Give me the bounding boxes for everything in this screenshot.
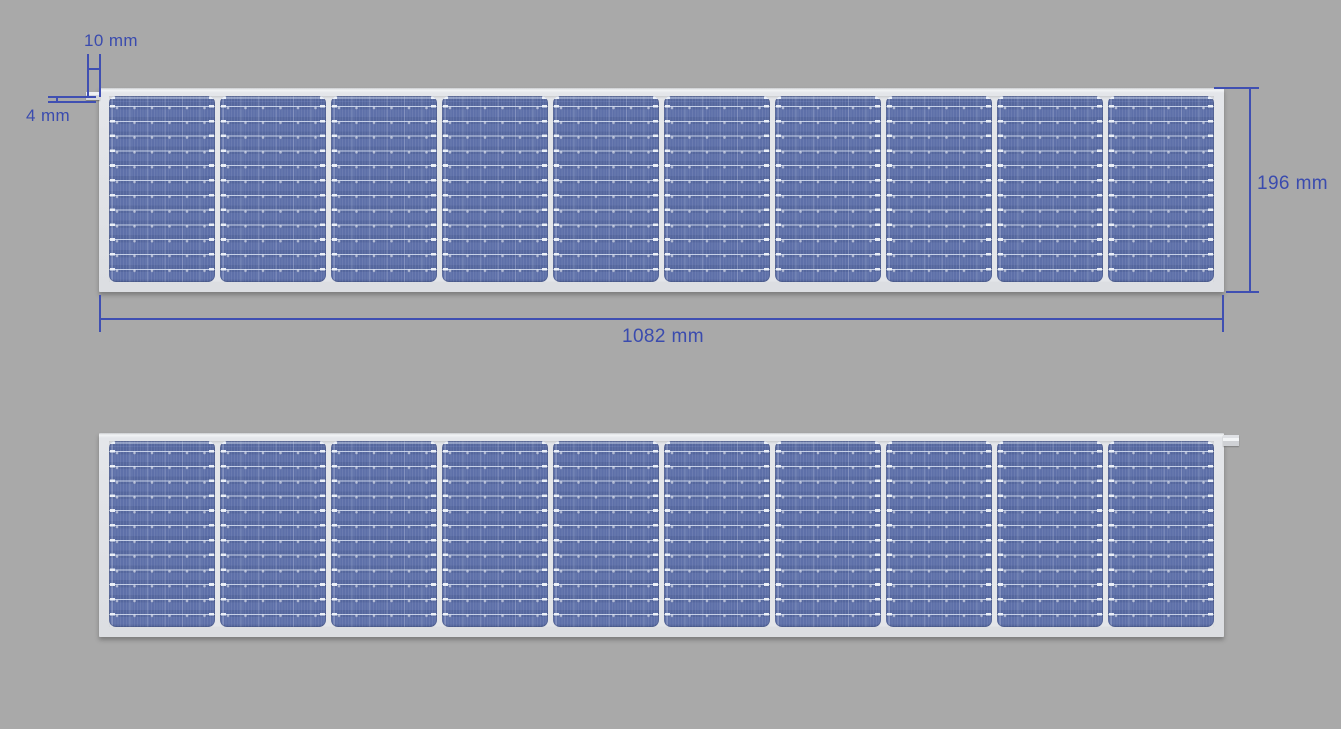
solar-module-top <box>86 88 1224 292</box>
solar-cell <box>442 441 548 627</box>
dimension-extension-line <box>99 295 101 332</box>
solar-cell <box>331 96 437 282</box>
solar-cell <box>1108 441 1214 627</box>
cell-row-bottom <box>109 441 1214 627</box>
dimension-extension-line <box>1222 295 1224 332</box>
dimension-extension-line <box>48 101 96 103</box>
dimension-extension-line <box>87 54 89 97</box>
solar-cell <box>553 96 659 282</box>
solar-cell <box>553 441 659 627</box>
solar-cell <box>220 441 326 627</box>
solar-cell <box>442 96 548 282</box>
connector-tab-right <box>1223 435 1239 446</box>
solar-cell <box>1108 96 1214 282</box>
solar-module-bottom <box>99 433 1239 637</box>
solar-cell <box>775 96 881 282</box>
dimension-extension-line <box>1214 87 1259 89</box>
solar-cell <box>664 96 770 282</box>
solar-cell <box>997 441 1103 627</box>
dimension-measure-line <box>99 318 1223 320</box>
dimension-label-module-height: 196 mm <box>1257 173 1329 194</box>
solar-cell <box>886 96 992 282</box>
solar-cell <box>109 96 215 282</box>
dimension-extension-line <box>99 54 101 97</box>
solar-cell <box>220 96 326 282</box>
solar-cell <box>109 441 215 627</box>
dimension-measure-line <box>87 68 100 70</box>
dimension-measure-line <box>1249 87 1251 292</box>
dimension-label-tab-height: 4 mm <box>26 106 71 125</box>
dimension-label-module-width: 1082 mm <box>621 326 705 347</box>
solar-cell <box>997 96 1103 282</box>
cell-row-top <box>109 96 1214 282</box>
solar-cell <box>886 441 992 627</box>
dimension-extension-line <box>1226 291 1259 293</box>
dimension-measure-line <box>56 96 58 102</box>
dimension-extension-line <box>48 96 96 98</box>
solar-cell <box>775 441 881 627</box>
solar-cell <box>331 441 437 627</box>
dimension-label-tab-width: 10 mm <box>84 31 138 50</box>
solar-cell <box>664 441 770 627</box>
